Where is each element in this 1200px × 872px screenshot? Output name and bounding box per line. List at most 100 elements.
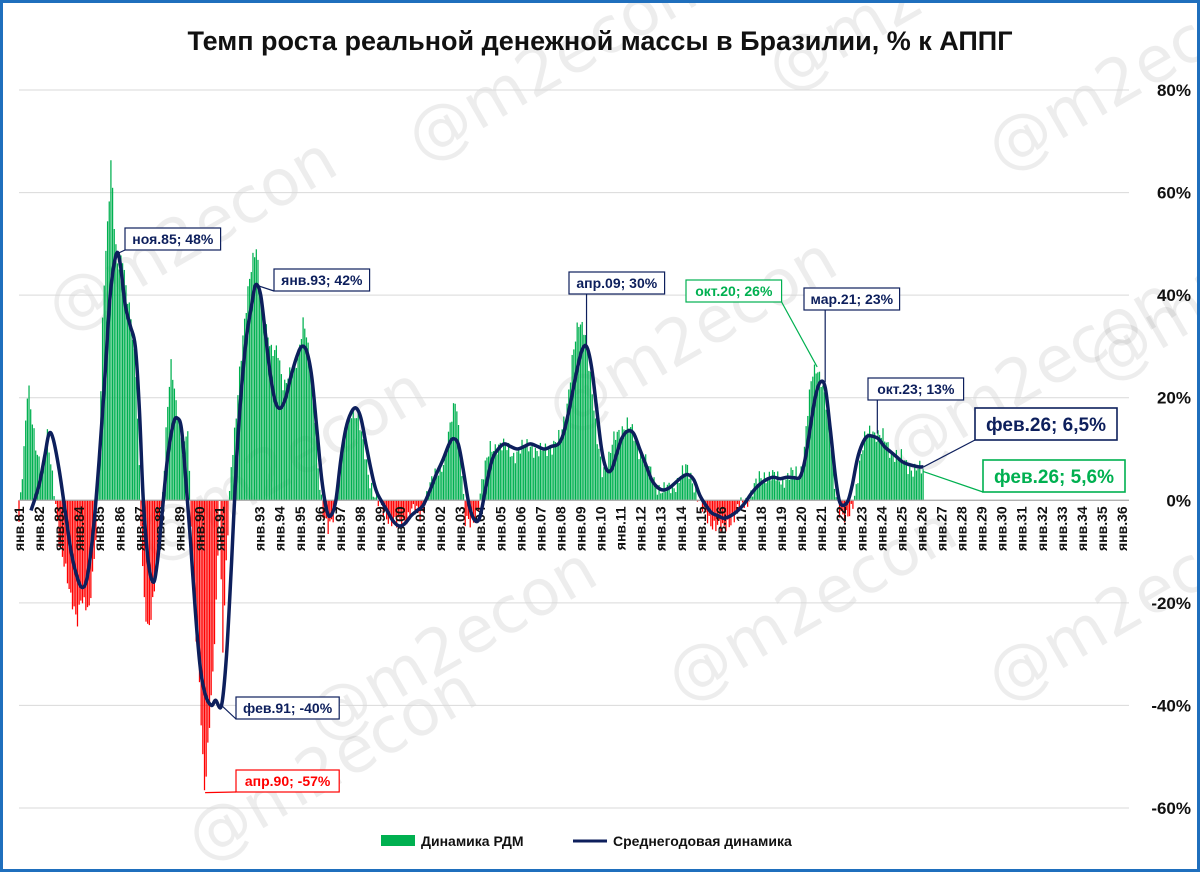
bar — [909, 466, 911, 501]
bar — [355, 418, 358, 501]
bar — [782, 477, 784, 501]
bar — [230, 467, 232, 501]
bar — [576, 322, 578, 501]
x-tick-label: янв.18 — [753, 506, 769, 551]
bar — [529, 446, 532, 501]
bar — [790, 467, 792, 501]
bar — [203, 500, 206, 791]
annotation-box — [982, 459, 1126, 493]
bar — [56, 500, 59, 520]
bar — [140, 500, 142, 527]
bar — [128, 302, 130, 501]
bar — [730, 500, 732, 526]
bar — [451, 421, 453, 501]
bar — [847, 500, 849, 517]
bar — [419, 500, 421, 522]
bar — [641, 459, 643, 501]
bar — [531, 445, 533, 501]
bar — [275, 345, 277, 501]
bar — [660, 493, 662, 501]
bar — [526, 439, 528, 501]
annotation-box — [568, 271, 666, 295]
bar — [352, 408, 354, 501]
bar — [827, 410, 829, 501]
bar — [342, 442, 344, 501]
bar — [788, 479, 791, 501]
bar — [344, 427, 346, 501]
bar — [401, 500, 403, 528]
bar — [608, 451, 610, 501]
bar — [650, 466, 652, 501]
bar — [678, 483, 680, 501]
bar — [683, 473, 685, 501]
bar — [828, 430, 831, 501]
bar — [454, 403, 456, 501]
bar — [718, 500, 720, 521]
bar — [477, 500, 480, 512]
bar — [614, 439, 617, 501]
x-tick-label: янв.24 — [873, 506, 889, 551]
bar — [716, 500, 719, 525]
bar — [416, 500, 418, 506]
bar — [670, 493, 672, 501]
bar — [365, 459, 368, 501]
bar — [543, 450, 545, 501]
bar — [407, 500, 410, 513]
x-tick-label: янв.32 — [1034, 506, 1050, 551]
bar — [297, 349, 299, 501]
bar — [304, 328, 306, 501]
bar — [686, 464, 689, 501]
bar — [192, 500, 194, 560]
bar — [860, 454, 862, 501]
bar — [111, 187, 114, 501]
bar — [863, 431, 866, 501]
bar — [623, 429, 625, 501]
bar — [648, 466, 650, 501]
annotation-leader — [923, 470, 984, 493]
bar — [797, 477, 799, 501]
bar — [808, 389, 811, 501]
bar — [536, 450, 538, 501]
bar — [272, 355, 274, 501]
bar — [907, 474, 909, 501]
bar — [369, 488, 371, 501]
bar — [252, 252, 254, 501]
bar — [243, 318, 246, 501]
x-tick-label: янв.16 — [713, 506, 729, 551]
bar — [437, 475, 440, 501]
bar — [636, 445, 638, 501]
bar — [207, 500, 209, 743]
bar — [277, 357, 279, 501]
bar — [350, 418, 353, 501]
x-tick-label: янв.09 — [573, 506, 589, 551]
bar — [457, 425, 460, 501]
bar — [280, 374, 283, 501]
bar — [757, 483, 759, 501]
bar — [501, 450, 503, 501]
bar — [190, 500, 192, 527]
bar — [725, 500, 727, 532]
bar — [228, 490, 231, 501]
bar — [471, 500, 473, 515]
bar — [150, 500, 152, 620]
bar — [205, 500, 207, 777]
bar — [559, 438, 562, 501]
annotation-box — [124, 227, 222, 251]
bar — [862, 450, 864, 501]
bar — [254, 257, 256, 501]
y-tick-label: -60% — [1151, 799, 1191, 818]
bar — [479, 493, 481, 501]
chart-title: Темп роста реальной денежной массы в Бра… — [187, 26, 1012, 56]
bar — [496, 454, 498, 501]
bar — [421, 500, 423, 508]
bar — [574, 341, 577, 501]
x-tick-label: янв.22 — [833, 506, 849, 551]
bar — [850, 500, 852, 504]
bar — [884, 441, 886, 501]
bar — [651, 481, 654, 501]
bar — [646, 467, 648, 501]
bar — [66, 500, 69, 584]
bar — [631, 424, 633, 501]
bar — [534, 448, 537, 501]
bar — [442, 465, 445, 501]
